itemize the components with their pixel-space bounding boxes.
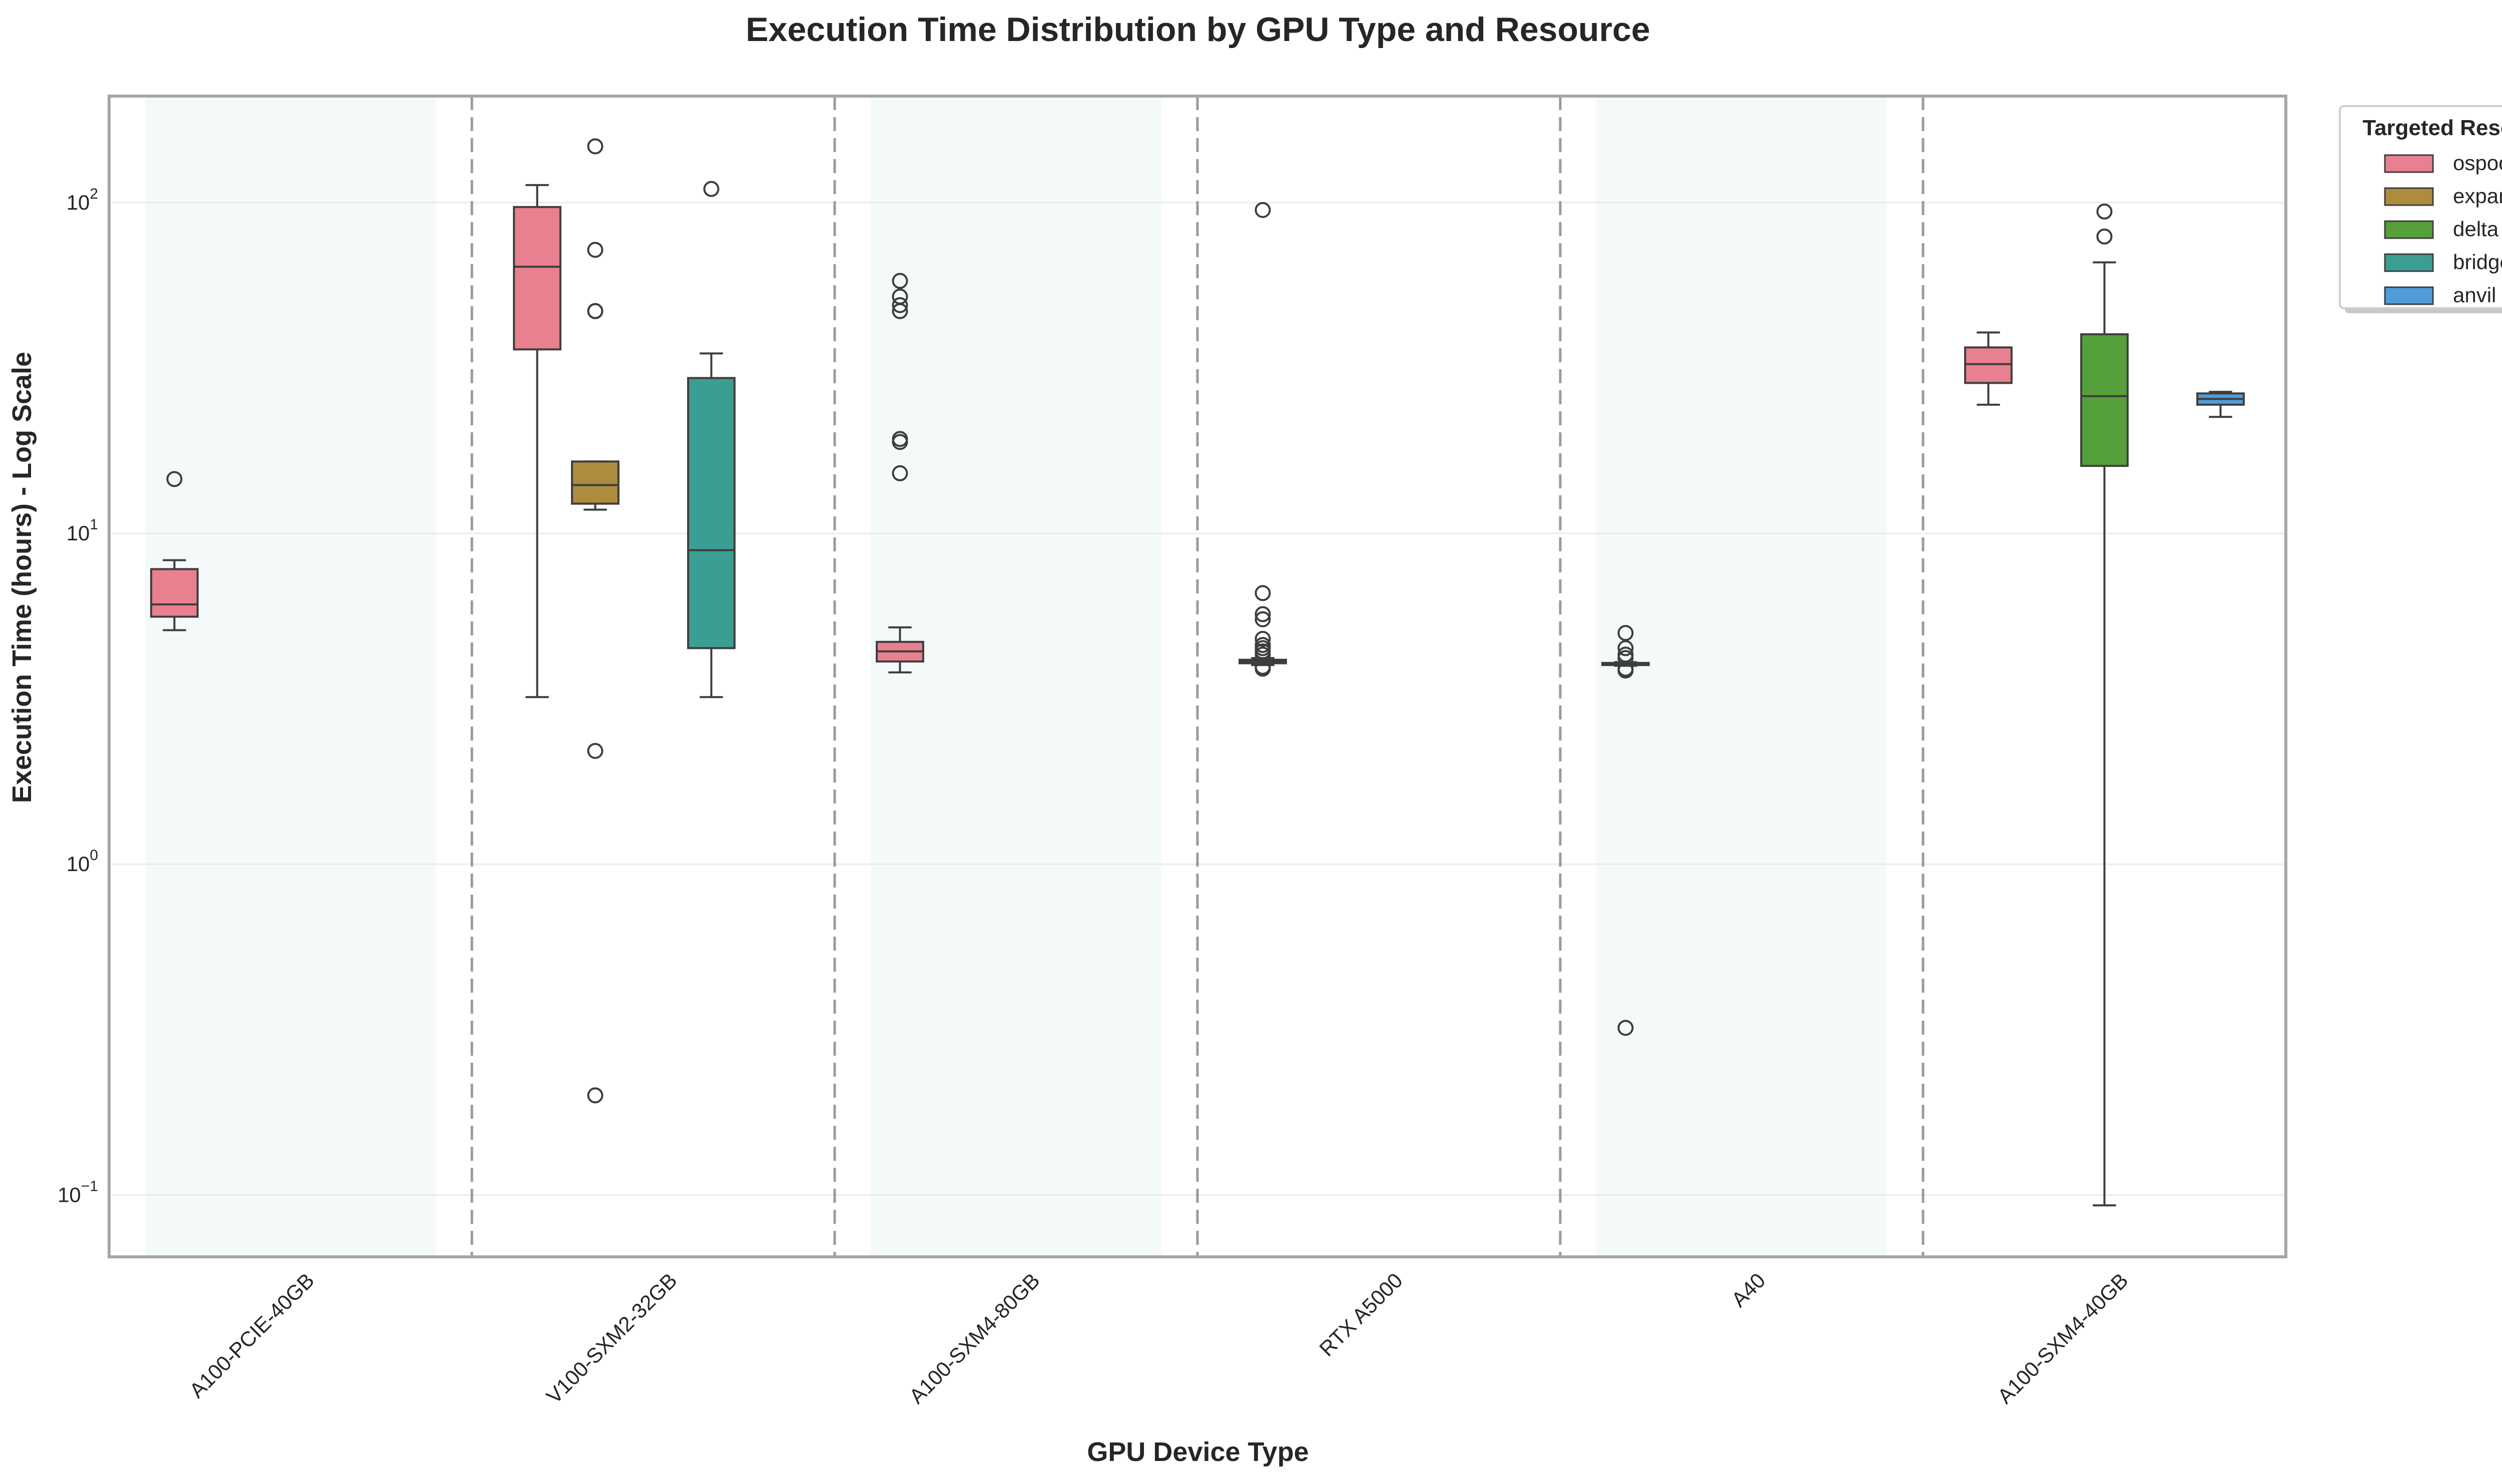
box-outlier bbox=[703, 181, 720, 197]
box-ospool bbox=[876, 273, 924, 673]
box-outlier bbox=[1617, 662, 1634, 679]
box-expanse bbox=[571, 138, 619, 1104]
box-iqr bbox=[2080, 333, 2129, 467]
x-tick-label: A100-SXM4-40GB bbox=[1993, 1268, 2133, 1408]
box-outlier bbox=[1255, 202, 1271, 218]
box-outlier bbox=[1617, 625, 1634, 641]
box-outlier bbox=[892, 273, 908, 289]
box-anvil bbox=[2196, 391, 2245, 418]
box-ospool bbox=[1238, 202, 1287, 677]
box-outlier bbox=[587, 303, 603, 319]
x-axis-label: GPU Device Type bbox=[1087, 1437, 1309, 1467]
box-outlier bbox=[892, 434, 908, 450]
box-iqr bbox=[687, 377, 736, 649]
box-outlier bbox=[587, 743, 603, 759]
box-outlier bbox=[1255, 660, 1271, 677]
x-tick-label: RTX A5000 bbox=[1315, 1268, 1407, 1361]
legend-swatch-expanse bbox=[2384, 187, 2434, 206]
legend-box bbox=[2339, 105, 2502, 309]
box-ospool bbox=[150, 471, 199, 631]
y-tick-label: 101 bbox=[67, 516, 98, 545]
legend-label-delta: delta bbox=[2453, 217, 2499, 241]
legend-label-expanse: expanse bbox=[2453, 184, 2502, 208]
box-iqr bbox=[1964, 346, 2013, 384]
legend-swatch-delta bbox=[2384, 220, 2434, 239]
x-tick-label: A100-PCIE-40GB bbox=[185, 1268, 319, 1402]
box-outlier bbox=[2096, 203, 2113, 220]
box-iqr bbox=[513, 206, 561, 351]
legend-title: Targeted Resource bbox=[2362, 116, 2502, 140]
box-outlier bbox=[892, 465, 908, 481]
y-tick-label: 10−1 bbox=[58, 1178, 98, 1206]
box-ospool bbox=[1601, 625, 1650, 1036]
x-tick-label: A100-SXM4-80GB bbox=[905, 1268, 1044, 1408]
box-outlier bbox=[1255, 611, 1271, 627]
box-ospool bbox=[1964, 331, 2013, 406]
box-iqr bbox=[571, 460, 619, 505]
x-tick-label: A40 bbox=[1727, 1268, 1770, 1311]
box-outlier bbox=[587, 138, 603, 155]
box-outlier bbox=[2096, 228, 2113, 245]
box-outlier bbox=[587, 242, 603, 258]
legend: Targeted Resource ospool expanse delta bridg… bbox=[2339, 105, 2502, 313]
box-outlier bbox=[892, 303, 908, 319]
box-outlier bbox=[1255, 585, 1271, 601]
category-shade-band bbox=[1596, 96, 1887, 1257]
legend-swatch-ospool bbox=[2384, 154, 2434, 173]
y-tick-label: 100 bbox=[67, 847, 98, 876]
box-outlier bbox=[1617, 1020, 1634, 1036]
category-shade-band bbox=[145, 96, 436, 1257]
legend-swatch-anvil bbox=[2384, 286, 2434, 305]
plot-area: 10−1 100 101 102 A100-PCIE-40GB V100-SXM2-32G… bbox=[58, 95, 2287, 1408]
legend-label-bridges2: bridges2 bbox=[2453, 250, 2502, 274]
box-outlier bbox=[1255, 630, 1271, 647]
box-outlier bbox=[1617, 650, 1634, 666]
chart-title: Execution Time Distribution by GPU Type … bbox=[746, 11, 1650, 49]
plot-frame bbox=[108, 95, 2287, 1258]
box-outlier bbox=[892, 297, 908, 313]
legend-label-ospool: ospool bbox=[2453, 151, 2502, 175]
y-tick-label: 102 bbox=[67, 186, 98, 214]
box-outlier bbox=[587, 1087, 603, 1104]
box-delta bbox=[2080, 203, 2129, 1207]
box-ospool bbox=[513, 184, 561, 698]
legend-swatch-bridges2 bbox=[2384, 253, 2434, 272]
category-shade-band bbox=[871, 96, 1161, 1257]
box-iqr bbox=[150, 568, 199, 618]
box-outlier bbox=[166, 471, 183, 487]
box-bridges2 bbox=[687, 181, 736, 698]
y-axis-label: Execution Time (hours) - Log Scale bbox=[7, 352, 37, 803]
x-tick-label: V100-SXM2-32GB bbox=[542, 1268, 682, 1408]
box-outlier bbox=[1617, 640, 1634, 656]
legend-label-anvil: anvil bbox=[2453, 283, 2496, 307]
box-outlier bbox=[1255, 606, 1271, 622]
